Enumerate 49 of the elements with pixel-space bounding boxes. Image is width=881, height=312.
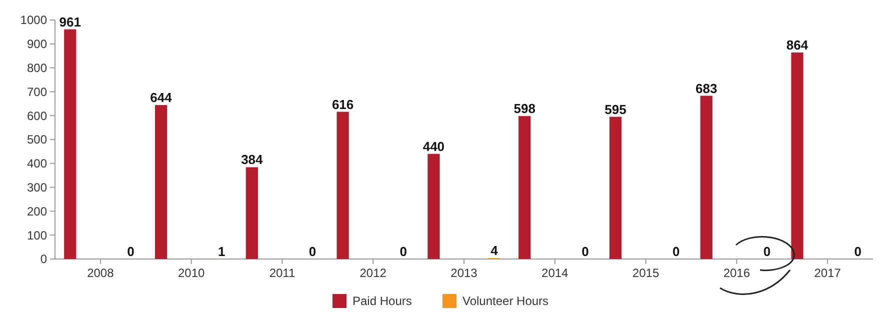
bar	[154, 105, 168, 259]
data-label: 0	[854, 244, 862, 259]
y-tick-label: 500	[26, 132, 48, 147]
y-tick-label: 0	[40, 252, 48, 266]
data-label: 0	[308, 244, 316, 259]
data-label: 616	[332, 96, 354, 112]
bar	[700, 96, 712, 259]
x-tick-label: 2010	[178, 266, 206, 280]
x-tick-label: 2016	[723, 266, 750, 280]
data-label: 384	[241, 152, 264, 168]
x-tick-label: 2011	[269, 266, 296, 280]
data-label: 0	[763, 244, 771, 259]
y-tick-label: 700	[26, 84, 48, 99]
data-label: 4	[490, 243, 499, 258]
y-tick-label: 600	[26, 108, 48, 123]
x-tick-label: 2017	[814, 266, 842, 280]
bar	[246, 167, 258, 259]
y-tick-label: 200	[26, 204, 48, 218]
x-tick-label: 2015	[632, 266, 660, 280]
x-tick-label: 2012	[360, 266, 387, 280]
data-label: 644	[150, 90, 173, 106]
legend-label: Paid Hours	[352, 294, 412, 308]
data-label: 864	[786, 38, 809, 53]
data-label: 0	[582, 244, 589, 259]
data-label: 598	[514, 101, 536, 116]
data-label: 683	[696, 80, 718, 96]
legend-label: Volunteer Hours	[462, 294, 549, 308]
bar	[609, 116, 622, 259]
bar	[336, 112, 349, 259]
y-tick-label: 800	[26, 61, 48, 75]
y-tick-label: 300	[26, 180, 48, 194]
x-tick-label: 2014	[542, 266, 569, 280]
bar	[64, 29, 76, 259]
data-label: 0	[672, 244, 680, 259]
bar	[518, 116, 531, 259]
data-label: 440	[422, 138, 445, 154]
y-tick-label: 900	[26, 37, 48, 52]
x-tick-label: 2008	[87, 266, 114, 280]
y-tick-label: 1000	[20, 13, 48, 28]
data-label: 595	[604, 102, 626, 117]
data-label: 1	[218, 244, 226, 259]
y-tick-label: 400	[26, 156, 48, 171]
data-label: 0	[400, 244, 408, 259]
data-label: 961	[59, 14, 81, 30]
bar	[428, 154, 440, 259]
x-tick-label: 2013	[450, 266, 478, 280]
bar	[791, 52, 804, 259]
y-tick-label: 100	[26, 228, 48, 242]
data-label: 0	[127, 244, 134, 259]
